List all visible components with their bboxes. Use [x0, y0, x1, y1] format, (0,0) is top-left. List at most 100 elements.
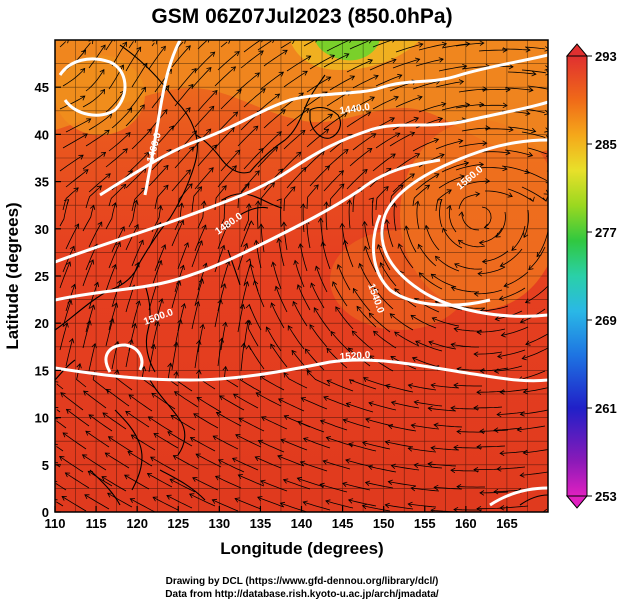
streamline-arrowhead	[473, 405, 479, 411]
streamline	[309, 113, 333, 132]
streamline-arrowhead	[481, 258, 487, 265]
streamline-arrowhead	[476, 389, 482, 395]
streamline	[130, 498, 156, 512]
streamline	[59, 322, 68, 351]
streamline	[151, 260, 162, 288]
streamline-arrowhead	[246, 258, 252, 264]
streamline	[243, 88, 266, 108]
streamline-arrowhead	[304, 348, 310, 354]
streamline-arrowhead	[413, 462, 419, 469]
streamline	[418, 244, 437, 267]
streamline-arrowhead	[99, 69, 105, 75]
streamline	[375, 132, 400, 149]
streamline	[435, 140, 463, 150]
streamline	[283, 479, 311, 490]
streamline-arrowhead	[450, 467, 456, 474]
streamline	[287, 325, 305, 350]
streamline-arrowhead	[64, 40, 69, 44]
streamline	[441, 162, 469, 173]
streamline-arrowhead	[297, 420, 303, 426]
streamline-arrowhead	[125, 410, 131, 416]
streamline	[239, 375, 262, 393]
streamline-arrowhead	[415, 340, 421, 346]
streamline-arrowhead	[371, 133, 377, 139]
streamline	[453, 446, 482, 449]
streamline	[174, 391, 199, 408]
streamline	[315, 266, 328, 293]
streamline-arrowhead	[394, 288, 400, 294]
streamline	[271, 302, 285, 329]
streamline	[150, 456, 176, 472]
streamline	[65, 169, 89, 188]
streamline	[306, 220, 311, 249]
streamline-arrowhead	[373, 287, 379, 293]
streamline	[148, 46, 166, 70]
streamline	[59, 41, 67, 48]
streamline-arrowhead	[325, 76, 332, 82]
streamline	[154, 298, 163, 327]
streamline-arrowhead	[257, 439, 264, 445]
streamline-arrowhead	[410, 423, 416, 429]
streamline	[131, 128, 152, 150]
streamline	[101, 476, 127, 492]
streamline-arrowhead	[85, 430, 91, 436]
streamline	[294, 260, 305, 288]
streamline	[330, 331, 351, 353]
streamline-arrowhead	[144, 151, 150, 157]
streamline	[197, 263, 207, 291]
streamline	[154, 125, 174, 148]
streamline-arrowhead	[83, 390, 89, 396]
streamline	[108, 436, 133, 453]
streamline-arrowhead	[207, 40, 210, 43]
x-tick-label: 150	[373, 516, 395, 531]
streamline-arrowhead	[160, 45, 166, 51]
streamline-arrowhead	[407, 383, 414, 389]
streamline-arrowhead	[194, 300, 201, 307]
streamline	[478, 49, 507, 52]
streamline	[190, 437, 216, 452]
streamline-arrowhead	[104, 129, 110, 135]
streamline	[194, 106, 215, 128]
streamline-arrowhead	[433, 138, 440, 144]
streamline	[414, 401, 443, 407]
streamline-arrowhead	[86, 320, 92, 326]
x-tick-label: 140	[291, 516, 313, 531]
streamline-arrowhead	[218, 459, 224, 465]
streamline-arrowhead	[188, 146, 195, 152]
streamline	[325, 201, 328, 231]
streamline	[352, 330, 374, 351]
y-axis-ticks: 0 5 10 15 20 25 30 35 40 45	[35, 80, 61, 520]
streamline-arrowhead	[245, 344, 252, 350]
streamline-arrowhead	[274, 93, 281, 99]
streamline-arrowhead	[254, 72, 261, 78]
streamline-arrowhead	[528, 265, 534, 271]
streamline	[260, 182, 275, 207]
y-tick-label: 35	[35, 175, 49, 190]
streamline-arrowhead	[437, 116, 444, 123]
streamline-arrowhead	[493, 488, 499, 495]
streamline	[303, 40, 315, 47]
streamline-arrowhead	[281, 221, 287, 227]
streamline	[286, 108, 310, 127]
streamline	[297, 421, 325, 433]
streamline	[82, 152, 106, 170]
streamline	[326, 149, 349, 169]
streamline	[405, 225, 417, 253]
streamline	[108, 302, 117, 331]
streamline	[323, 112, 348, 130]
streamline-arrowhead	[309, 324, 315, 330]
streamline-arrowhead	[101, 476, 107, 481]
streamline-arrowhead	[197, 186, 203, 192]
streamline-arrowhead	[246, 203, 252, 209]
streamline	[193, 413, 219, 429]
streamline-arrowhead	[441, 101, 447, 108]
streamline	[385, 441, 414, 448]
streamline	[523, 387, 548, 393]
streamline-arrowhead	[179, 219, 185, 226]
streamline-arrowhead	[479, 161, 485, 168]
colorbar-tick-label: 253	[595, 489, 617, 504]
streamline-arrowhead	[320, 241, 326, 247]
streamline-arrowhead	[292, 300, 298, 307]
geopotential-contours	[55, 40, 548, 507]
streamline	[194, 340, 200, 369]
